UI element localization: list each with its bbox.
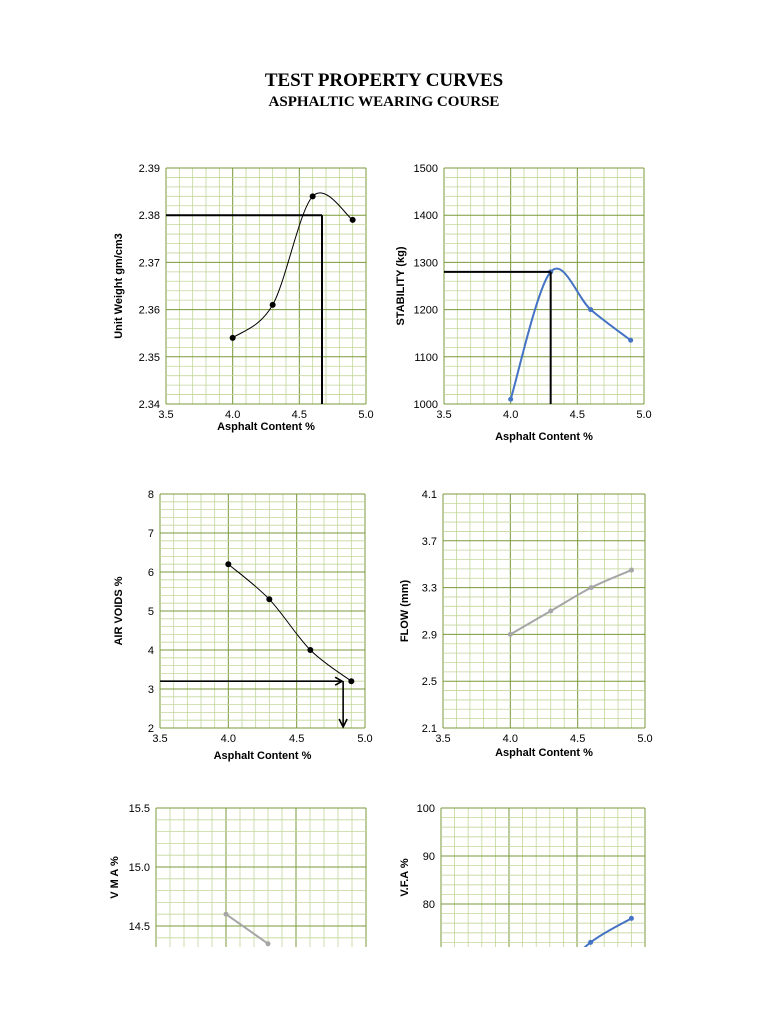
- y-tick-label: 7: [148, 528, 154, 540]
- data-point: [588, 307, 594, 313]
- y-tick-label: 15.5: [129, 803, 150, 815]
- y-tick-label: 2.35: [139, 352, 160, 364]
- data-point: [507, 631, 513, 637]
- y-tick-label: 14.5: [129, 921, 150, 933]
- data-point: [588, 939, 594, 945]
- data-point: [229, 334, 236, 341]
- y-axis-label: V.F.A %: [399, 858, 411, 897]
- data-point: [348, 678, 355, 685]
- data-point: [307, 647, 314, 653]
- y-tick-label: 100: [417, 803, 435, 815]
- y-tick-label: 2.36: [139, 305, 160, 317]
- y-axis-label: FLOW (mm): [399, 580, 411, 643]
- data-point: [588, 585, 594, 591]
- series-line: [232, 192, 353, 339]
- y-axis-label: STABILITY (kg): [395, 246, 407, 325]
- y-tick-label: 3: [148, 684, 154, 696]
- y-tick-label: 4.1: [422, 489, 437, 501]
- series-line: [509, 267, 632, 400]
- y-tick-label: 1200: [414, 305, 438, 317]
- page-subtitle: ASPHALTIC WEARING COURSE: [268, 94, 500, 110]
- y-tick-label: 2.34: [139, 399, 160, 411]
- x-tick-label: 5.0: [637, 733, 652, 745]
- guide-arrowhead-right: [334, 676, 344, 686]
- series-line: [225, 913, 269, 945]
- y-axis-label: AIR VOIDS %: [113, 576, 125, 645]
- x-axis-label: Asphalt Content %: [495, 747, 593, 759]
- y-tick-label: 1000: [414, 399, 438, 411]
- x-tick-label: 4.0: [225, 409, 240, 421]
- y-tick-label: 2: [148, 723, 154, 735]
- y-tick-label: 1100: [414, 352, 438, 364]
- y-tick-label: 2.37: [139, 257, 160, 269]
- x-tick-label: 4.5: [570, 733, 585, 745]
- page-title: TEST PROPERTY CURVES: [264, 70, 504, 91]
- x-tick-label: 4.0: [503, 733, 518, 745]
- y-tick-label: 2.38: [139, 210, 160, 222]
- data-point: [265, 941, 271, 947]
- y-tick-label: 1300: [414, 257, 438, 269]
- x-tick-label: 4.5: [292, 409, 307, 421]
- series-line: [228, 563, 352, 682]
- y-tick-label: 1500: [414, 163, 438, 175]
- y-tick-label: 3.3: [422, 583, 437, 595]
- x-tick-label: 3.5: [435, 733, 450, 745]
- data-point: [508, 396, 514, 402]
- y-axis-label: Unit Weight gm/cm3: [113, 233, 125, 339]
- y-tick-label: 6: [148, 567, 154, 579]
- y-tick-label: 4: [148, 645, 154, 657]
- y-tick-label: 2.5: [422, 676, 437, 688]
- y-tick-label: 3.7: [422, 536, 437, 548]
- x-tick-label: 3.5: [436, 409, 451, 421]
- guide-arrowhead-down: [338, 718, 348, 729]
- y-tick-label: 2.9: [422, 629, 437, 641]
- chart-3: 2 3 4 5 6 7 8 3.5 4.0 4.5 5.0 Asphalt Content % AIR …: [113, 489, 373, 762]
- series-line: [583, 917, 632, 947]
- x-axis-label: Asphalt Content %: [214, 750, 312, 762]
- data-point: [266, 596, 273, 603]
- chart-1: 2.34 2.35 2.36 2.37 2.38 2.39 3.5 4.0 4.5 5.0 Asph…: [113, 163, 374, 433]
- y-tick-label: 70: [423, 947, 435, 959]
- chart-4: 2.1 2.5 2.9 3.3 3.7 4.1 3.5 4.0 4.5 5.0 Asphalt Co…: [399, 489, 653, 759]
- x-tick-label: 5.0: [358, 409, 373, 421]
- y-tick-label: 8: [148, 489, 154, 501]
- data-point: [349, 216, 356, 223]
- x-axis-label: Asphalt Content %: [217, 421, 315, 433]
- data-point: [629, 567, 635, 573]
- series-line: [509, 569, 632, 636]
- x-tick-label: 3.5: [152, 733, 167, 745]
- data-point: [269, 301, 276, 308]
- x-tick-label: 4.5: [289, 733, 304, 745]
- data-point: [225, 561, 232, 568]
- data-point: [628, 337, 634, 343]
- x-tick-label: 4.0: [221, 733, 236, 745]
- data-point: [548, 608, 554, 614]
- x-tick-label: 4.5: [570, 409, 585, 421]
- data-point: [309, 193, 316, 200]
- x-tick-label: 3.5: [158, 409, 173, 421]
- chart-6: 70 80 90 100 V.F.A %: [399, 803, 646, 1022]
- y-tick-label: 2.39: [139, 163, 160, 175]
- chart-2: 1000 1100 1200 1300 1400 1500 3.5 4.0 4.5 5.0 Asph…: [395, 163, 652, 443]
- x-axis-label: Asphalt Content %: [495, 431, 593, 443]
- y-tick-label: 2.1: [422, 723, 437, 735]
- data-point: [628, 915, 634, 921]
- data-point: [223, 911, 229, 917]
- x-tick-label: 5.0: [357, 733, 372, 745]
- x-tick-label: 5.0: [636, 409, 651, 421]
- y-tick-label: 90: [423, 851, 435, 863]
- x-tick-label: 4.0: [503, 409, 518, 421]
- y-tick-label: 5: [148, 606, 154, 618]
- y-tick-label: 1400: [414, 210, 438, 222]
- y-tick-label: 80: [423, 899, 435, 911]
- y-axis-label: V M A %: [109, 856, 121, 899]
- data-point: [547, 978, 552, 983]
- chart-5: 14.5 15.0 15.5 V M A %: [109, 803, 367, 947]
- data-point: [507, 1017, 512, 1022]
- y-tick-label: 15.0: [129, 862, 150, 874]
